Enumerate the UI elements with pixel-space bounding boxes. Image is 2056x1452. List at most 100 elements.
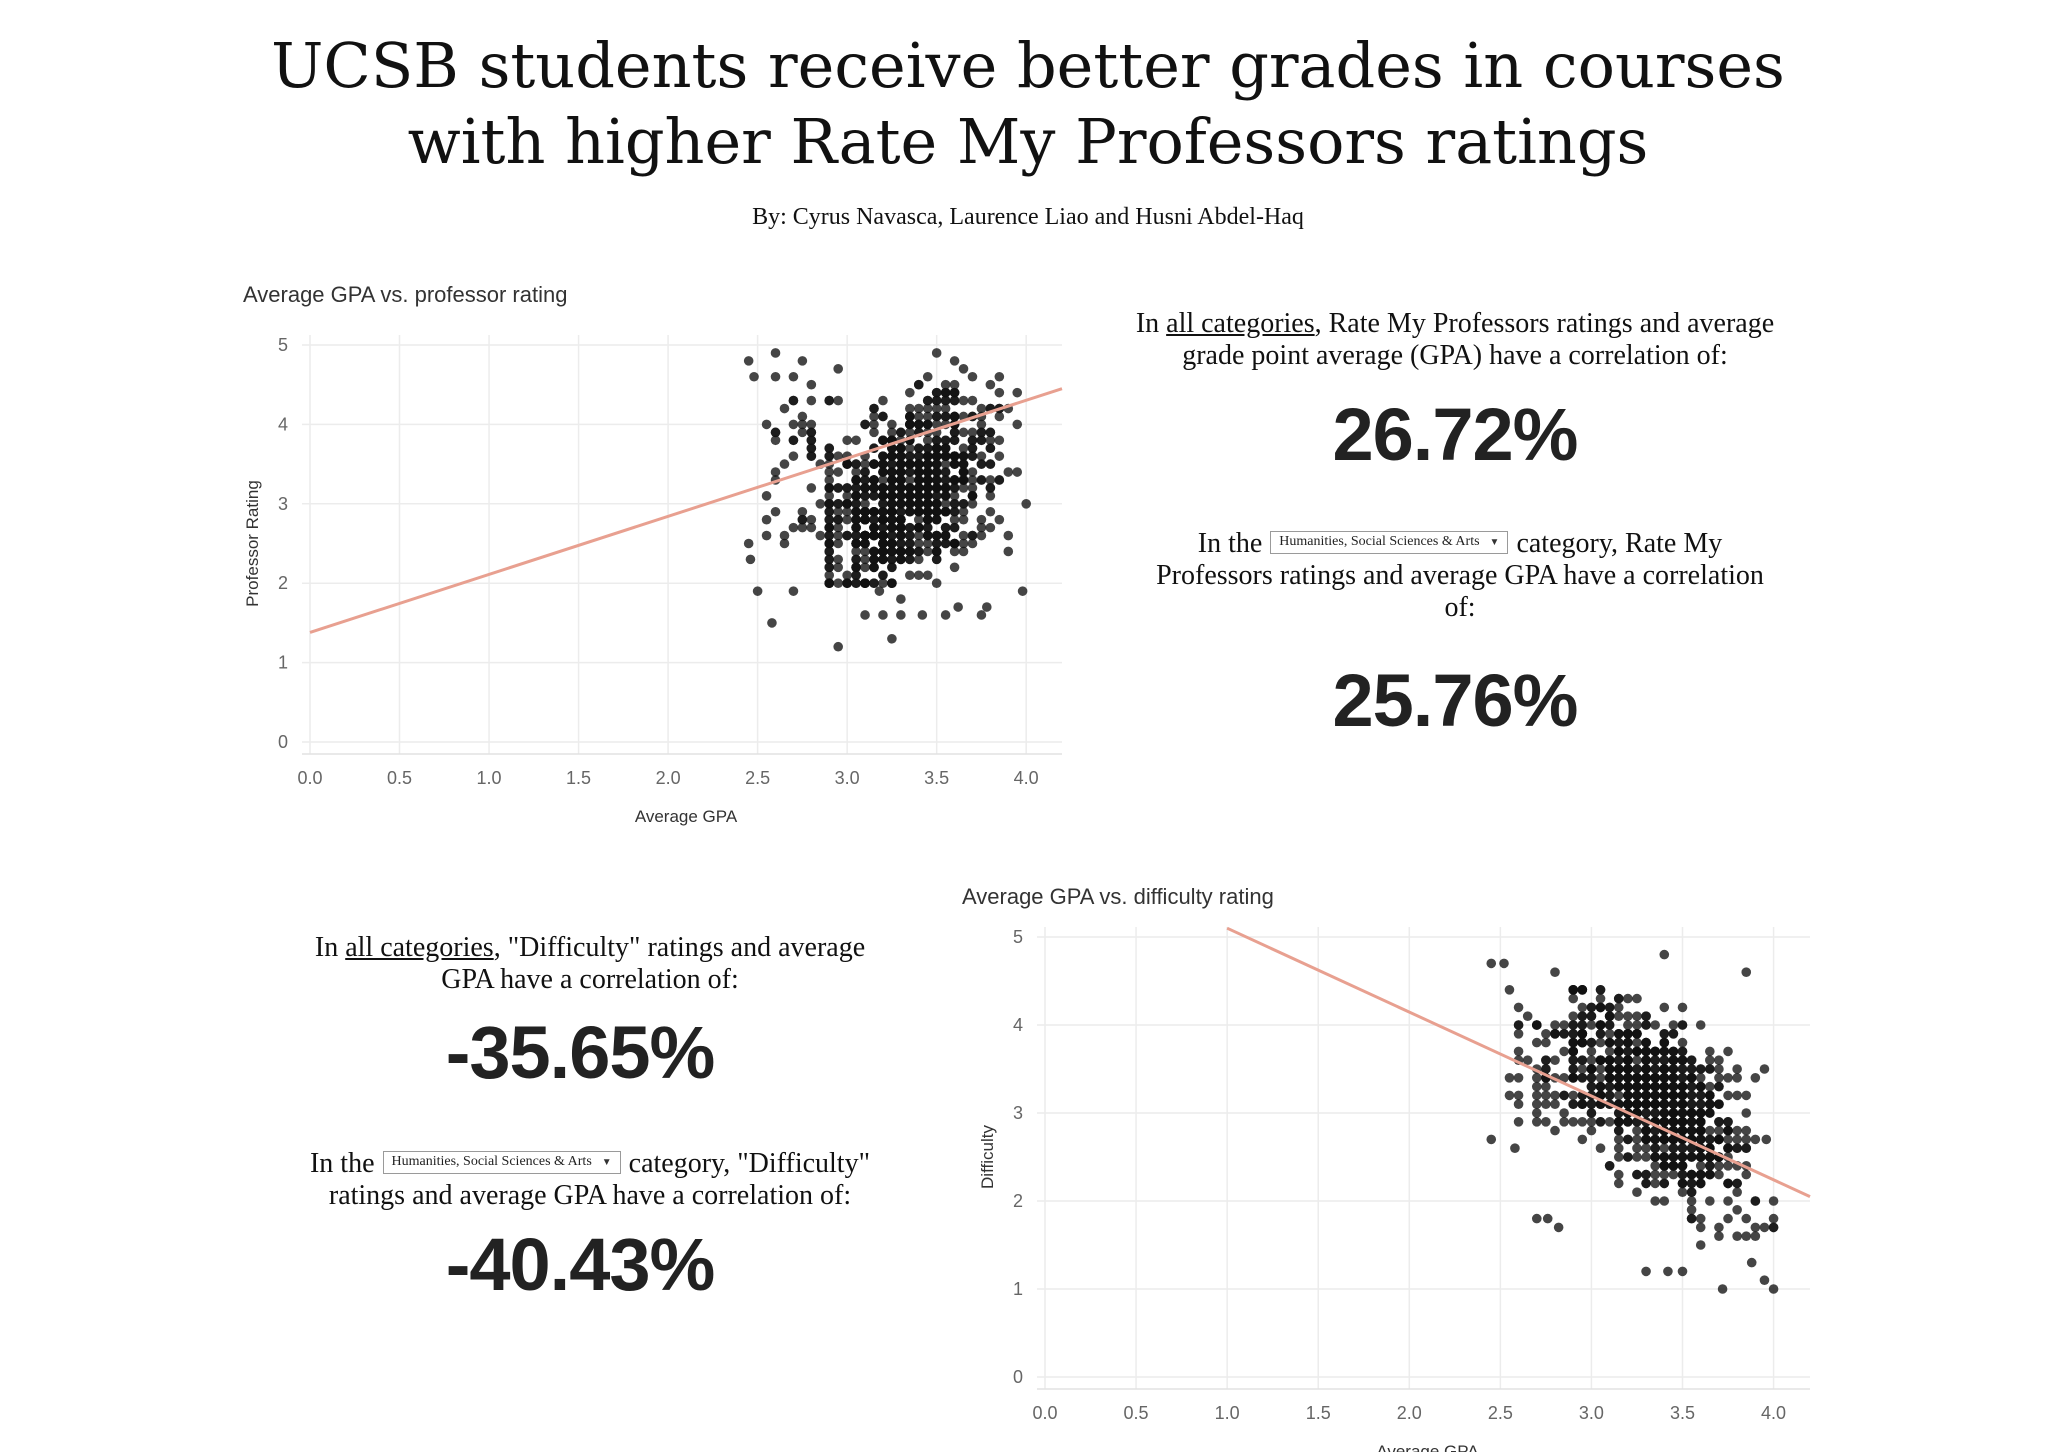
chart-2-title: Average GPA vs. difficulty rating <box>962 884 1274 909</box>
data-point <box>869 546 879 557</box>
data-point <box>1714 1073 1724 1083</box>
y-tick-label: 5 <box>278 335 288 355</box>
category-dropdown-rating[interactable]: Humanities, Social Sciences & Arts ▼ <box>1270 531 1509 555</box>
x-tick-label: 3.5 <box>924 768 949 788</box>
trend-line <box>309 387 1063 634</box>
data-point <box>860 475 870 485</box>
data-point <box>1705 1152 1715 1162</box>
data-point <box>833 506 843 517</box>
data-point <box>1568 1029 1579 1039</box>
data-point <box>887 562 897 573</box>
data-point <box>806 419 817 430</box>
data-point <box>1577 1011 1588 1021</box>
data-point <box>1686 1064 1697 1074</box>
all-categories-link-1[interactable]: all categories <box>1166 308 1315 339</box>
data-point <box>887 499 897 509</box>
data-point <box>922 459 933 469</box>
data-point <box>922 371 933 382</box>
data-point <box>824 578 835 588</box>
data-point <box>878 514 888 525</box>
data-point <box>940 451 951 461</box>
data-point <box>1732 1178 1742 1189</box>
data-point <box>949 427 960 438</box>
data-point <box>860 499 870 509</box>
x-tick-label: 3.0 <box>835 768 860 788</box>
data-point <box>1550 1099 1560 1109</box>
data-point <box>1632 1046 1642 1057</box>
data-point <box>833 578 843 588</box>
data-point <box>958 459 969 469</box>
data-point <box>833 514 843 525</box>
data-point <box>1595 1055 1606 1065</box>
data-point <box>896 459 906 469</box>
x-tick-label: 3.0 <box>1579 1403 1604 1423</box>
data-point <box>1504 1073 1515 1083</box>
data-point <box>922 419 933 430</box>
data-point <box>860 491 870 501</box>
data-point <box>851 522 861 533</box>
data-point <box>806 443 817 454</box>
data-point <box>940 499 951 509</box>
data-point <box>913 491 924 501</box>
category-dropdown-difficulty[interactable]: Humanities, Social Sciences & Arts ▼ <box>382 1151 621 1175</box>
data-point <box>896 467 906 477</box>
data-point <box>1568 1064 1579 1074</box>
data-point <box>851 538 861 549</box>
data-point <box>1604 1117 1615 1127</box>
data-point <box>905 419 915 430</box>
data-point <box>1668 1064 1679 1074</box>
data-point <box>1595 1037 1606 1048</box>
data-point <box>1623 1055 1633 1065</box>
data-point <box>976 451 987 461</box>
all-categories-link-2[interactable]: all categories <box>345 932 494 963</box>
data-point <box>851 514 861 525</box>
data-point <box>770 506 781 517</box>
data-point <box>833 483 843 493</box>
data-point <box>1668 1169 1679 1180</box>
data-point <box>1623 1099 1633 1109</box>
data-point <box>1659 1002 1670 1013</box>
data-point <box>1550 1029 1560 1039</box>
x-tick-label: 2.0 <box>1397 1403 1422 1423</box>
data-point <box>797 427 808 438</box>
data-point <box>1705 1134 1715 1145</box>
data-point <box>1659 1055 1670 1065</box>
data-point <box>949 546 960 557</box>
data-point <box>1632 1011 1642 1021</box>
data-point <box>967 538 978 549</box>
data-point <box>1668 1073 1679 1083</box>
data-point <box>1705 1064 1715 1074</box>
data-point <box>967 475 978 485</box>
data-point <box>1513 1117 1524 1127</box>
data-point <box>878 459 888 469</box>
data-point <box>1541 1029 1551 1039</box>
data-point <box>1559 1073 1569 1083</box>
data-point <box>905 459 915 469</box>
data-point <box>1714 1099 1724 1109</box>
data-point <box>949 356 960 366</box>
data-point <box>1677 1020 1688 1030</box>
data-point <box>878 483 888 493</box>
data-point <box>842 491 852 501</box>
x-tick-label: 0.0 <box>1032 1403 1057 1423</box>
data-point <box>842 514 852 525</box>
data-point <box>940 403 951 414</box>
data-point <box>1604 1011 1615 1021</box>
data-point <box>994 371 1005 382</box>
data-point <box>878 506 888 517</box>
data-point <box>1541 1090 1551 1101</box>
data-point <box>1659 1134 1670 1145</box>
data-point <box>1705 1161 1715 1171</box>
data-point <box>1705 1081 1715 1092</box>
data-point <box>1531 1020 1542 1030</box>
x-tick-label: 1.0 <box>1215 1403 1240 1423</box>
y-tick-label: 4 <box>1013 1015 1023 1035</box>
data-point <box>887 483 897 493</box>
data-point <box>1668 1161 1679 1171</box>
data-point <box>931 554 942 565</box>
data-point <box>842 570 852 581</box>
data-point <box>931 443 942 454</box>
data-point <box>1568 1117 1579 1127</box>
data-point <box>1522 1011 1533 1021</box>
y-axis-label: Difficulty <box>978 1125 997 1189</box>
